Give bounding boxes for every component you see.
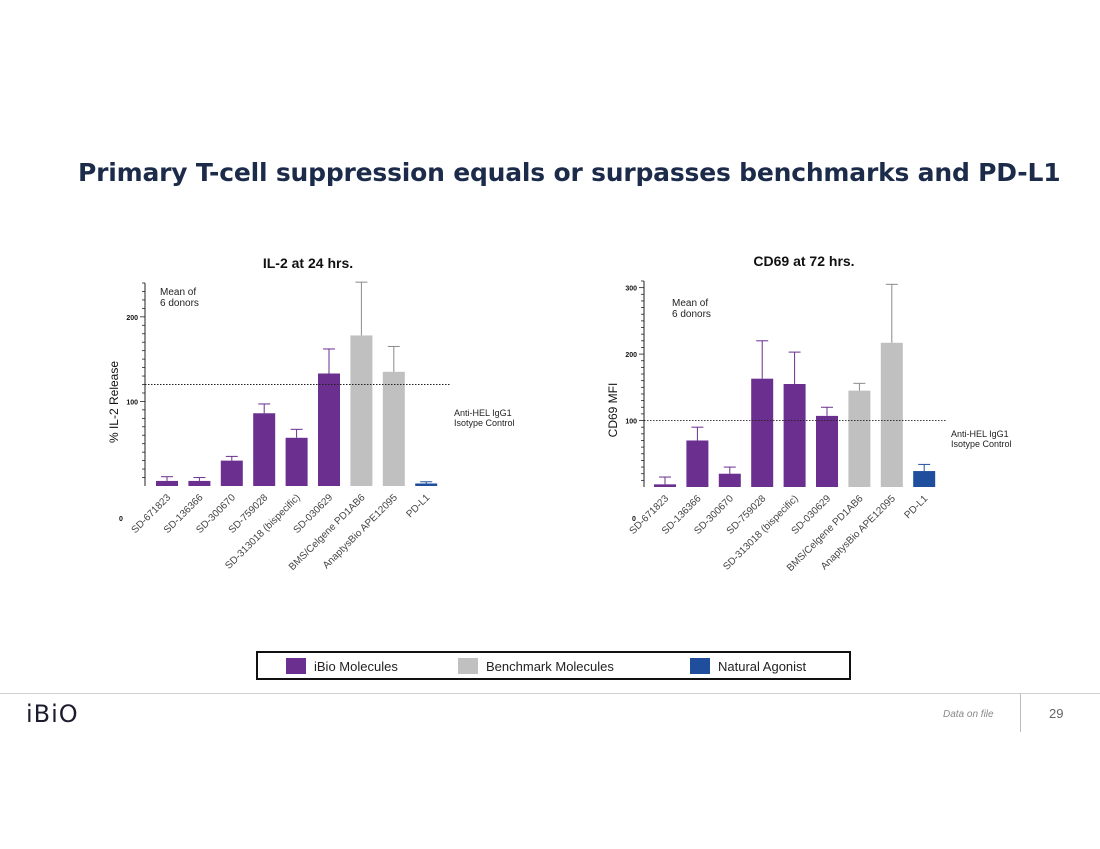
legend: iBio Molecules Benchmark Molecules Natur… [256,651,851,680]
cd69-bar [751,378,774,487]
il2-chart-title: IL-2 at 24 hrs. [263,255,353,271]
il2-bar [415,483,438,486]
legend-item-ibio: iBio Molecules [286,658,398,674]
il2-bar [188,480,211,486]
legend-item-natural: Natural Agonist [690,658,806,674]
legend-swatch-benchmark [458,658,478,674]
legend-label-natural: Natural Agonist [718,658,807,674]
il2-chart: IL-2 at 24 hrs. 0 100 200 % IL-2 Release Mean… [107,255,515,573]
il2-bar [220,460,243,486]
il2-bar [350,335,373,486]
il2-annotation: 6 donors [160,298,199,309]
il2-bar [156,480,178,486]
cd69-annotation: Mean of [672,298,708,309]
il2-reference-label: Anti-HEL IgG1 [454,408,512,418]
legend-label-benchmark: Benchmark Molecules [486,658,614,674]
cd69-bar [718,473,741,487]
cd69-bar [913,471,936,487]
il2-reference-label: Isotype Control [454,418,515,428]
il2-y-tick-label: 0 [119,516,123,523]
cd69-chart: CD69 at 72 hrs. 0 100 200 300 CD69 MFI Mean of… [606,253,1012,574]
cd69-bar [848,390,871,487]
il2-bar [382,371,405,486]
ibio-logo: iBiO [26,700,79,728]
cd69-bar [654,484,676,487]
cd69-bar [816,415,838,487]
cd69-y-tick-label: 0 [632,516,636,523]
cd69-category-label: PD-L1 [902,493,930,521]
cd69-y-tick-label: 100 [625,419,637,426]
il2-y-tick-label: 100 [126,399,138,406]
cd69-y-tick-label: 200 [625,352,637,359]
il2-y-tick-label: 200 [126,315,138,322]
footer-divider [1020,694,1021,732]
cd69-reference-label: Isotype Control [951,439,1012,449]
il2-bar [285,437,308,486]
legend-swatch-natural [690,658,710,674]
slide-title: Primary T-cell suppression equals or sur… [78,158,1061,187]
cd69-bar [783,384,806,487]
legend-label-ibio: iBio Molecules [314,658,398,674]
cd69-bar [686,440,709,487]
cd69-y-tick-label: 300 [625,286,637,293]
footer-note: Data on file [943,709,994,720]
il2-bar [253,413,276,486]
cd69-y-axis-label: CD69 MFI [606,383,620,438]
il2-category-label: PD-L1 [404,492,432,520]
il2-y-axis-label: % IL-2 Release [107,361,121,443]
cd69-reference-label: Anti-HEL IgG1 [951,429,1009,439]
cd69-bar [880,342,903,487]
cd69-annotation: 6 donors [672,309,711,320]
footer-rule [0,693,1100,694]
il2-annotation: Mean of [160,287,196,298]
il2-bar [318,373,340,486]
legend-swatch-ibio [286,658,306,674]
page-number: 29 [1049,706,1064,721]
legend-item-benchmark: Benchmark Molecules [458,658,614,674]
cd69-chart-title: CD69 at 72 hrs. [753,253,854,269]
